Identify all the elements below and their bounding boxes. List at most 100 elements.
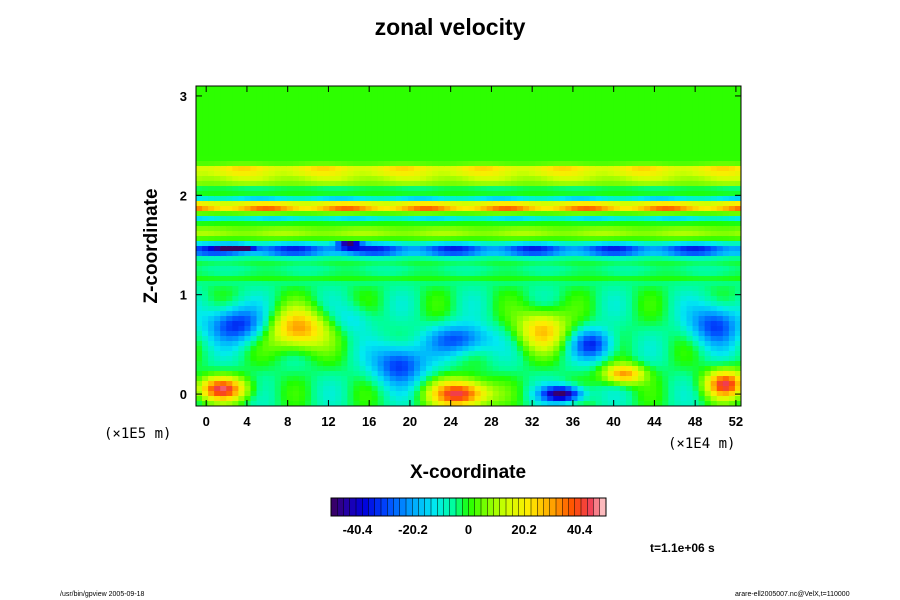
heatmap-cell — [232, 201, 239, 207]
heatmap-cell — [474, 376, 482, 382]
heatmap-cell — [492, 256, 500, 262]
heatmap-cell — [444, 136, 451, 142]
heatmap-cell — [347, 261, 355, 267]
heatmap-cell — [613, 196, 621, 202]
heatmap-cell — [644, 351, 651, 357]
heatmap-cell — [638, 301, 645, 307]
heatmap-cell — [335, 171, 342, 177]
heatmap-cell — [335, 326, 342, 332]
heatmap-cell — [214, 241, 221, 247]
heatmap-cell — [365, 311, 373, 317]
heatmap-cell — [498, 131, 506, 137]
heatmap-cell — [523, 156, 530, 162]
heatmap-cell — [619, 146, 627, 152]
heatmap-cell — [196, 336, 203, 342]
heatmap-cell — [347, 251, 355, 257]
heatmap-cell — [565, 221, 573, 227]
heatmap-cell — [268, 226, 276, 232]
heatmap-cell — [571, 221, 579, 227]
heatmap-cell — [365, 306, 373, 312]
heatmap-cell — [607, 291, 615, 297]
heatmap-cell — [353, 296, 361, 302]
heatmap-cell — [510, 291, 518, 297]
heatmap-cell — [498, 371, 506, 377]
heatmap-cell — [656, 371, 663, 377]
heatmap-cell — [444, 306, 451, 312]
heatmap-cell — [244, 386, 252, 392]
heatmap-cell — [504, 126, 512, 132]
heatmap-cell — [523, 346, 530, 352]
heatmap-cell — [595, 166, 603, 172]
heatmap-cell — [510, 306, 518, 312]
heatmap-cell — [432, 146, 439, 152]
heatmap-cell — [571, 206, 579, 212]
heatmap-cell — [220, 151, 227, 157]
heatmap-cell — [226, 251, 233, 257]
heatmap-cell — [196, 186, 203, 192]
heatmap-cell — [268, 371, 276, 377]
heatmap-cell — [341, 211, 348, 217]
heatmap-cell — [450, 381, 457, 387]
heatmap-cell — [432, 151, 439, 157]
heatmap-cell — [547, 131, 554, 137]
heatmap-cell — [383, 146, 391, 152]
heatmap-cell — [220, 306, 227, 312]
heatmap-cell — [359, 336, 367, 342]
heatmap-cell — [571, 96, 579, 102]
heatmap-cell — [389, 381, 397, 387]
heatmap-cell — [250, 266, 258, 272]
heatmap-cell — [553, 91, 560, 97]
heatmap-cell — [335, 331, 342, 337]
heatmap-cell — [553, 251, 560, 257]
heatmap-cell — [535, 341, 542, 347]
heatmap-cell — [559, 256, 566, 262]
heatmap-cell — [601, 131, 609, 137]
heatmap-cell — [395, 371, 403, 377]
heatmap-cell — [250, 96, 258, 102]
heatmap-cell — [601, 206, 609, 212]
heatmap-cell — [565, 161, 573, 167]
heatmap-cell — [389, 101, 397, 107]
heatmap-cell — [480, 361, 488, 367]
heatmap-cell — [232, 281, 239, 287]
heatmap-cell — [317, 261, 324, 267]
heatmap-cell — [244, 141, 252, 147]
heatmap-cell — [541, 226, 548, 232]
heatmap-cell — [644, 201, 651, 207]
heatmap-cell — [438, 296, 445, 302]
heatmap-cell — [214, 286, 221, 292]
heatmap-cell — [359, 301, 367, 307]
heatmap-cell — [571, 281, 579, 287]
heatmap-cell — [280, 121, 288, 127]
heatmap-cell — [377, 261, 385, 267]
heatmap-cell — [480, 301, 488, 307]
heatmap-cell — [214, 326, 221, 332]
heatmap-cell — [298, 366, 306, 372]
heatmap-cell — [632, 96, 639, 102]
heatmap-cell — [504, 311, 512, 317]
heatmap-cell — [395, 241, 403, 247]
heatmap-cell — [456, 126, 464, 132]
heatmap-cell — [607, 401, 615, 406]
heatmap-cell — [202, 186, 209, 192]
heatmap-cell — [274, 306, 282, 312]
heatmap-cell — [438, 251, 445, 257]
heatmap-cell — [341, 161, 348, 167]
heatmap-cell — [377, 391, 385, 397]
heatmap-cell — [401, 206, 409, 212]
heatmap-cell — [510, 86, 518, 92]
heatmap-cell — [268, 251, 276, 257]
heatmap-cell — [638, 96, 645, 102]
heatmap-cell — [298, 181, 306, 187]
heatmap-cell — [553, 371, 560, 377]
heatmap-cell — [577, 276, 585, 282]
heatmap-cell — [650, 186, 657, 192]
heatmap-cell — [317, 116, 324, 122]
heatmap-cell — [529, 361, 536, 367]
heatmap-cell — [583, 116, 591, 122]
heatmap-cell — [492, 91, 500, 97]
heatmap-cell — [365, 386, 373, 392]
heatmap-cell — [377, 236, 385, 242]
heatmap-cell — [607, 181, 615, 187]
heatmap-cell — [432, 156, 439, 162]
